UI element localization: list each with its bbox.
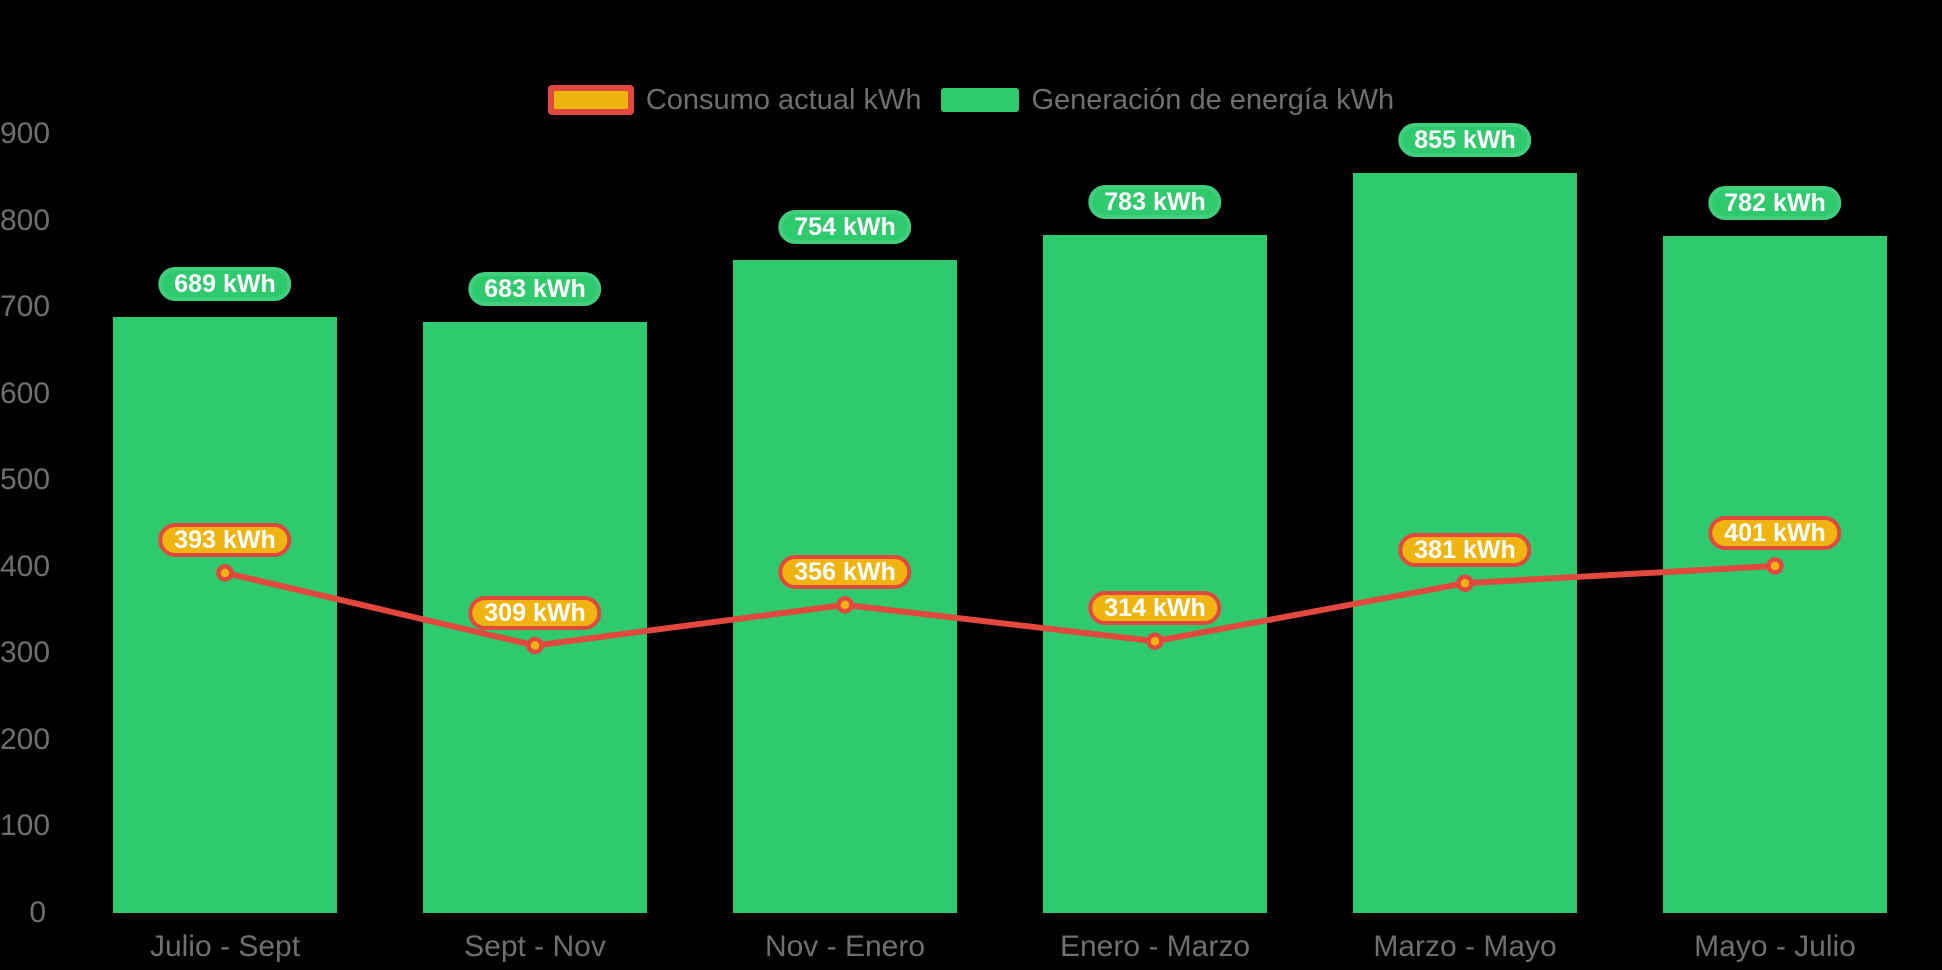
generacion-value-badge-6: 782 kWh — [1708, 186, 1842, 221]
generacion-value-badge-2: 683 kWh — [468, 271, 602, 306]
generacion-bar-4[interactable] — [1043, 235, 1267, 913]
consumo-point-2[interactable] — [526, 636, 544, 655]
consumo-value-badge-5: 381 kWh — [1398, 533, 1532, 568]
x-axis-label-2: Sept - Nov — [464, 930, 606, 963]
legend-item-generacion[interactable]: Generación de energía kWh — [941, 84, 1394, 117]
generacion-legend-swatch-icon — [941, 88, 1020, 112]
consumo-point-1[interactable] — [216, 564, 234, 582]
consumo-point-4[interactable] — [1146, 632, 1164, 650]
y-axis-tick-900: 900 — [0, 116, 51, 150]
consumo-value-badge-1: 393 kWh — [158, 522, 292, 557]
generacion-value-badge-4: 783 kWh — [1088, 185, 1222, 220]
consumo-line — [222, 562, 1778, 649]
consumo-value-badge-2: 309 kWh — [468, 595, 602, 630]
x-axis-label-5: Marzo - Mayo — [1373, 930, 1557, 963]
consumo-point-6[interactable] — [1766, 557, 1784, 575]
y-axis-tick-400: 400 — [0, 549, 51, 583]
consumo-point-5[interactable] — [1456, 574, 1474, 592]
x-axis-label-4: Enero - Marzo — [1059, 930, 1251, 963]
y-axis-tick-0: 0 — [29, 896, 46, 929]
consumo-point-3[interactable] — [836, 596, 854, 614]
y-axis-tick-500: 500 — [0, 463, 51, 497]
y-axis-tick-100: 100 — [0, 809, 51, 843]
y-axis-tick-300: 300 — [0, 636, 51, 670]
generacion-value-badge-5: 855 kWh — [1398, 122, 1532, 157]
consumo-value-badge-3: 356 kWh — [778, 554, 912, 589]
y-axis-tick-800: 800 — [0, 203, 51, 237]
y-axis-tick-200: 200 — [0, 722, 51, 756]
chart-legend: Consumo actual kWh Generación de energía… — [0, 84, 1942, 116]
y-axis-tick-700: 700 — [0, 290, 51, 324]
consumo-value-badge-4: 314 kWh — [1088, 591, 1222, 626]
x-axis-label-1: Julio - Sept — [149, 930, 301, 963]
generacion-value-badge-3: 754 kWh — [778, 210, 912, 245]
consumo-legend-swatch-icon — [547, 85, 634, 115]
legend-label-consumo: Consumo actual kWh — [645, 83, 922, 116]
y-axis-tick-600: 600 — [0, 376, 51, 410]
x-axis-label-3: Nov - Enero — [764, 930, 926, 963]
consumo-value-badge-6: 401 kWh — [1708, 515, 1842, 550]
generacion-bar-1[interactable] — [113, 316, 337, 913]
legend-label-generacion: Generación de energía kWh — [1031, 83, 1395, 116]
generacion-value-badge-1: 689 kWh — [158, 266, 292, 301]
legend-item-consumo[interactable]: Consumo actual kWh — [547, 83, 922, 117]
x-axis-label-6: Mayo - Julio — [1694, 930, 1856, 963]
